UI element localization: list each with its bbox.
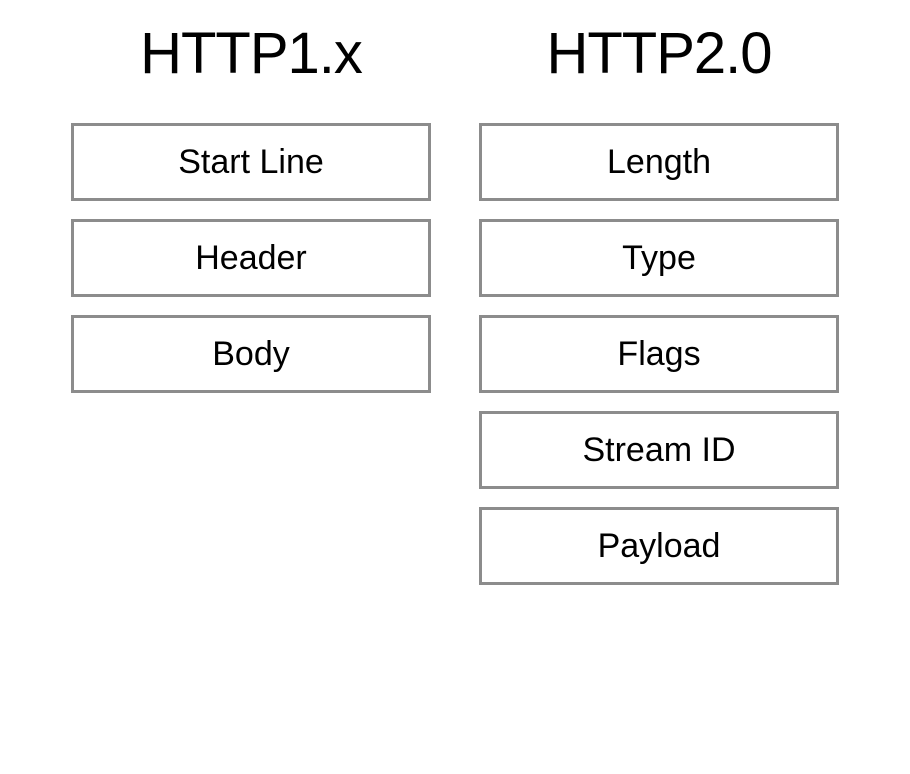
- http2-box-type: Type: [479, 219, 839, 297]
- http2-box-flags: Flags: [479, 315, 839, 393]
- http2-column: HTTP2.0 Length Type Flags Stream ID Payl…: [479, 20, 839, 585]
- http2-title: HTTP2.0: [546, 20, 771, 87]
- http1-column: HTTP1.x Start Line Header Body: [71, 20, 431, 585]
- diagram-container: HTTP1.x Start Line Header Body HTTP2.0 L…: [0, 20, 910, 585]
- http2-box-length: Length: [479, 123, 839, 201]
- http1-box-start-line: Start Line: [71, 123, 431, 201]
- http1-box-body: Body: [71, 315, 431, 393]
- http1-box-header: Header: [71, 219, 431, 297]
- http2-box-stream-id: Stream ID: [479, 411, 839, 489]
- http2-box-payload: Payload: [479, 507, 839, 585]
- http1-title: HTTP1.x: [140, 20, 362, 87]
